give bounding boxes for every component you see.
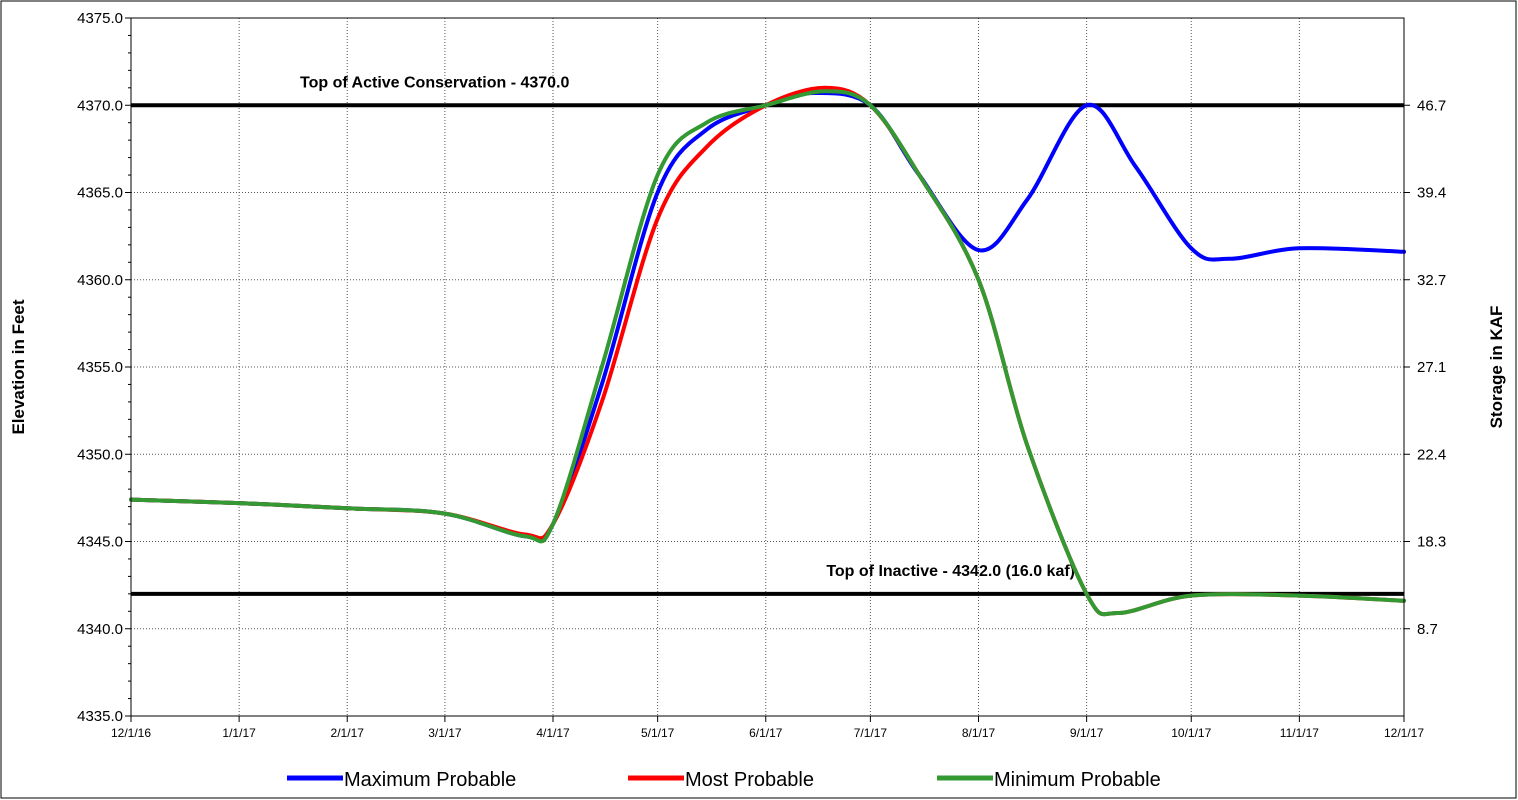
legend-label: Minimum Probable (994, 769, 1161, 791)
y-tick-label: 4360.0 (77, 272, 123, 289)
y-tick-label: 4340.0 (77, 621, 123, 638)
y-tick-label: 4335.0 (77, 708, 123, 725)
y-tick-label: 4375.0 (77, 10, 123, 27)
reference-line-label: Top of Active Conservation - 4370.0 (300, 74, 570, 91)
x-tick-label: 11/1/17 (1280, 726, 1319, 740)
x-tick-label: 2/1/17 (331, 726, 365, 740)
y-tick-label: 4350.0 (77, 446, 123, 463)
y-tick-label: 4355.0 (77, 359, 123, 376)
x-tick-label: 12/1/16 (111, 726, 151, 740)
x-tick-label: 4/1/17 (536, 726, 570, 740)
y2-tick-label: 32.7 (1417, 272, 1446, 289)
y2-tick-label: 27.1 (1417, 359, 1446, 376)
x-tick-label: 12/1/17 (1384, 726, 1424, 740)
x-tick-label: 7/1/17 (854, 726, 888, 740)
y2-tick-label: 46.7 (1417, 97, 1446, 114)
y-axis-title: Elevation in Feet (9, 299, 28, 434)
legend-label: Most Probable (685, 769, 814, 791)
series-line (129, 89, 1406, 617)
x-tick-label: 8/1/17 (962, 726, 996, 740)
y-tick-label: 4365.0 (77, 185, 123, 202)
axes (125, 17, 1410, 722)
series-lines (129, 85, 1406, 617)
x-tick-label: 5/1/17 (641, 726, 675, 740)
x-tick-label: 3/1/17 (428, 726, 462, 740)
x-tick-label: 1/1/17 (222, 726, 256, 740)
y2-tick-label: 8.7 (1417, 621, 1438, 638)
x-tick-label: 10/1/17 (1171, 726, 1211, 740)
reference-line-label: Top of Inactive - 4342.0 (16.0 kaf) (826, 563, 1075, 580)
y2-tick-label: 39.4 (1417, 185, 1446, 202)
y2-axis-title: Storage in KAF (1487, 306, 1506, 429)
legend-label: Maximum Probable (344, 769, 516, 791)
axis-labels: 4335.0 4340.0 4345.0 4350.0 4355.0 4360.0 4365… (9, 10, 1506, 740)
y-tick-label: 4345.0 (77, 534, 123, 551)
y2-tick-label: 18.3 (1417, 534, 1446, 551)
x-tick-label: 9/1/17 (1070, 726, 1104, 740)
legend: Maximum Probable Most Probable Minimum Pro… (287, 769, 1161, 791)
y-tick-label: 4370.0 (77, 97, 123, 114)
y2-tick-label: 22.4 (1417, 446, 1446, 463)
x-tick-label: 6/1/17 (749, 726, 783, 740)
